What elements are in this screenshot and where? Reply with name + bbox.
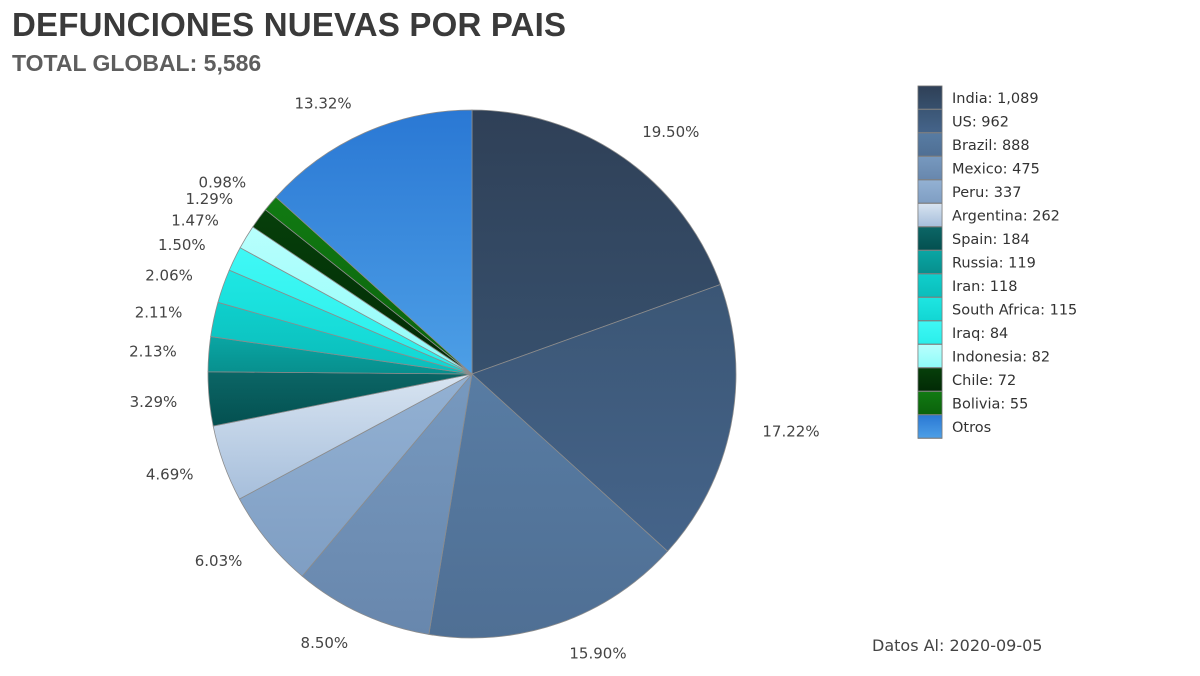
pie-slice-india	[471, 109, 721, 375]
percent-label-russia: 2.13%	[129, 343, 177, 361]
legend-label-peru: Peru: 337	[952, 185, 1021, 201]
pie-slices	[207, 109, 737, 639]
percent-label-iran: 2.11%	[135, 304, 183, 322]
legend-label-russia: Russia: 119	[952, 256, 1036, 272]
percent-label-mexico: 8.50%	[301, 634, 349, 652]
chart-title: DEFUNCIONES NUEVAS POR PAIS	[12, 6, 567, 43]
legend-swatch-us	[917, 109, 943, 133]
legend-swatch-india	[917, 85, 943, 110]
percent-label-peru: 6.03%	[195, 552, 243, 570]
percent-label-us: 17.22%	[762, 422, 819, 440]
legend-label-indonesia: Indonesia: 82	[952, 350, 1050, 366]
percent-label-india: 19.50%	[642, 123, 699, 141]
legend-swatch-iraq	[917, 320, 943, 345]
legend-label-south-africa: South Africa: 115	[952, 303, 1077, 319]
legend-label-india: India: 1,089	[952, 91, 1039, 107]
legend-swatch-mexico	[917, 156, 943, 180]
percent-label-south-africa: 2.06%	[145, 266, 193, 284]
legend-swatch-argentina	[917, 203, 943, 227]
percent-label-iraq: 1.50%	[158, 236, 206, 254]
legend-swatch-south-africa	[917, 297, 943, 321]
pie-percent-labels: 19.50% 17.22% 15.90% 8.50% 6.03% 4.69% 3.29% 2.…	[129, 95, 819, 663]
legend-swatch-russia	[917, 250, 943, 274]
legend-label-iran: Iran: 118	[952, 279, 1017, 295]
legend-label-otros: Otros	[952, 420, 991, 436]
legend-swatch-bolivia	[917, 391, 943, 415]
legend-swatch-peru	[917, 179, 943, 204]
legend-label-chile: Chile: 72	[952, 373, 1016, 389]
percent-label-brazil: 15.90%	[569, 645, 626, 663]
percent-label-otros: 13.32%	[294, 95, 351, 113]
percent-label-argentina: 4.69%	[146, 465, 194, 483]
legend-label-spain: Spain: 184	[952, 232, 1030, 248]
legend-label-us: US: 962	[952, 115, 1009, 131]
pie-slice-otros	[275, 109, 473, 375]
pie-slice-mexico	[301, 372, 473, 635]
pie-slice-us	[471, 283, 737, 552]
legend-swatch-chile	[917, 367, 943, 392]
legend-label-bolivia: Bolivia: 55	[952, 397, 1028, 413]
legend-label-brazil: Brazil: 888	[952, 138, 1030, 154]
legend-swatch-spain	[917, 226, 943, 251]
legend-swatch-otros	[917, 414, 943, 439]
chart-subtitle: TOTAL GLOBAL: 5,586	[12, 50, 262, 76]
legend-swatch-brazil	[917, 132, 943, 157]
legend-label-argentina: Argentina: 262	[952, 209, 1060, 225]
pie-slice-brazil	[428, 373, 669, 639]
percent-label-bolivia: 0.98%	[199, 174, 247, 192]
legend-label-mexico: Mexico: 475	[952, 162, 1040, 178]
percent-label-chile: 1.29%	[185, 190, 233, 208]
percent-label-spain: 3.29%	[130, 393, 178, 411]
legend-swatch-iran	[917, 273, 943, 298]
legend-label-iraq: Iraq: 84	[952, 326, 1008, 342]
data-date-note: Datos Al: 2020-09-05	[872, 636, 1043, 655]
legend: India: 1,089 US: 962 Brazil: 888 Mexico: 47…	[917, 85, 1077, 439]
legend-swatch-indonesia	[917, 344, 943, 368]
percent-label-indonesia: 1.47%	[171, 212, 219, 230]
